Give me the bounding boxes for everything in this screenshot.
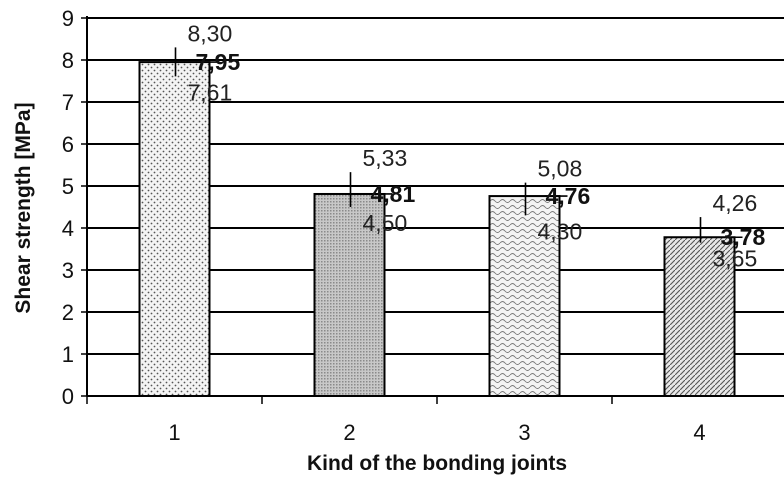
x-tick-label-2: 2 [343, 420, 355, 445]
min-label-1: 7,61 [188, 79, 233, 105]
max-label-4: 4,26 [713, 190, 758, 216]
value-label-1: 7,95 [196, 49, 241, 75]
y-tick-label-8: 8 [62, 48, 74, 73]
max-label-3: 5,08 [538, 156, 583, 182]
y-tick-label-0: 0 [62, 384, 74, 409]
value-label-3: 4,76 [546, 183, 591, 209]
y-tick-label-2: 2 [62, 300, 74, 325]
max-label-1: 8,30 [188, 20, 233, 46]
min-label-3: 4,30 [538, 218, 583, 244]
max-label-2: 5,33 [363, 145, 408, 171]
x-axis-label: Kind of the bonding joints [307, 452, 567, 475]
y-tick-label-9: 9 [62, 6, 74, 31]
x-tick-label-1: 1 [168, 420, 180, 445]
min-label-4: 3,65 [713, 246, 758, 272]
x-tick-label-3: 3 [518, 420, 530, 445]
min-label-2: 4,50 [363, 210, 408, 236]
y-tick-label-3: 3 [62, 258, 74, 283]
y-axis-label: Shear strength [MPa] [12, 102, 35, 313]
value-label-2: 4,81 [371, 181, 416, 207]
value-label-4: 3,78 [721, 224, 766, 250]
bar-4 [663, 236, 736, 397]
y-tick-label-4: 4 [62, 216, 74, 241]
y-tick-label-5: 5 [62, 174, 74, 199]
x-tick-label-4: 4 [693, 420, 705, 445]
bar-2 [313, 192, 386, 397]
bar-1 [138, 61, 211, 397]
y-tick-label-7: 7 [62, 90, 74, 115]
y-tick-label-1: 1 [62, 342, 74, 367]
y-tick-label-6: 6 [62, 132, 74, 157]
